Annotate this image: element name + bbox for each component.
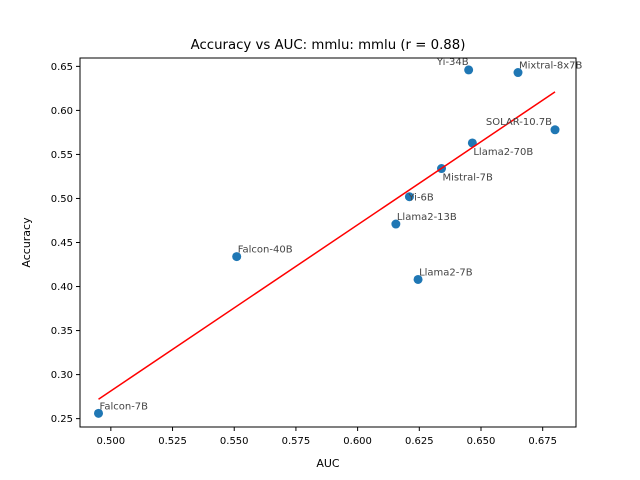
point-label: Mixtral-8x7B — [519, 61, 583, 72]
x-tick-label: 0.500 — [97, 436, 126, 447]
y-tick-label: 0.30 — [51, 370, 73, 381]
point-label: Yi-34B — [436, 57, 469, 68]
data-point — [513, 68, 523, 78]
y-axis-label: Accuracy — [20, 217, 33, 268]
y-tick-label: 0.40 — [51, 282, 73, 293]
y-tick-label: 0.50 — [51, 194, 73, 205]
x-tick-label: 0.650 — [467, 436, 496, 447]
y-tick-label: 0.25 — [51, 414, 73, 425]
y-tick-label: 0.60 — [51, 106, 73, 117]
point-label: Llama2-13B — [397, 212, 457, 223]
x-axis-label: AUC — [316, 457, 340, 470]
y-tick-label: 0.35 — [51, 326, 73, 337]
y-tick-label: 0.65 — [51, 62, 73, 73]
x-tick-label: 0.575 — [282, 436, 311, 447]
x-tick-label: 0.550 — [220, 436, 249, 447]
data-point — [550, 125, 560, 135]
x-tick-label: 0.600 — [343, 436, 372, 447]
x-tick-label: 0.675 — [528, 436, 557, 447]
y-tick-label: 0.45 — [51, 238, 73, 249]
point-label: Llama2-70B — [473, 147, 533, 158]
regression-line — [98, 91, 556, 400]
chart-title: Accuracy vs AUC: mmlu: mmlu (r = 0.88) — [191, 38, 466, 53]
data-point — [404, 192, 414, 202]
data-point — [232, 252, 242, 262]
x-tick-label: 0.525 — [158, 436, 187, 447]
point-label: Yi-6B — [407, 193, 434, 204]
y-tick-label: 0.55 — [51, 150, 73, 161]
point-label: SOLAR-10.7B — [486, 117, 552, 128]
point-label: Falcon-7B — [100, 401, 149, 412]
x-tick-label: 0.625 — [405, 436, 434, 447]
data-point — [94, 408, 104, 418]
data-point — [413, 274, 423, 284]
data-point — [391, 219, 401, 229]
point-label: Llama2-7B — [419, 267, 473, 278]
point-label: Mistral-7B — [443, 173, 494, 184]
data-point — [464, 65, 474, 75]
point-label: Falcon-40B — [238, 245, 293, 256]
